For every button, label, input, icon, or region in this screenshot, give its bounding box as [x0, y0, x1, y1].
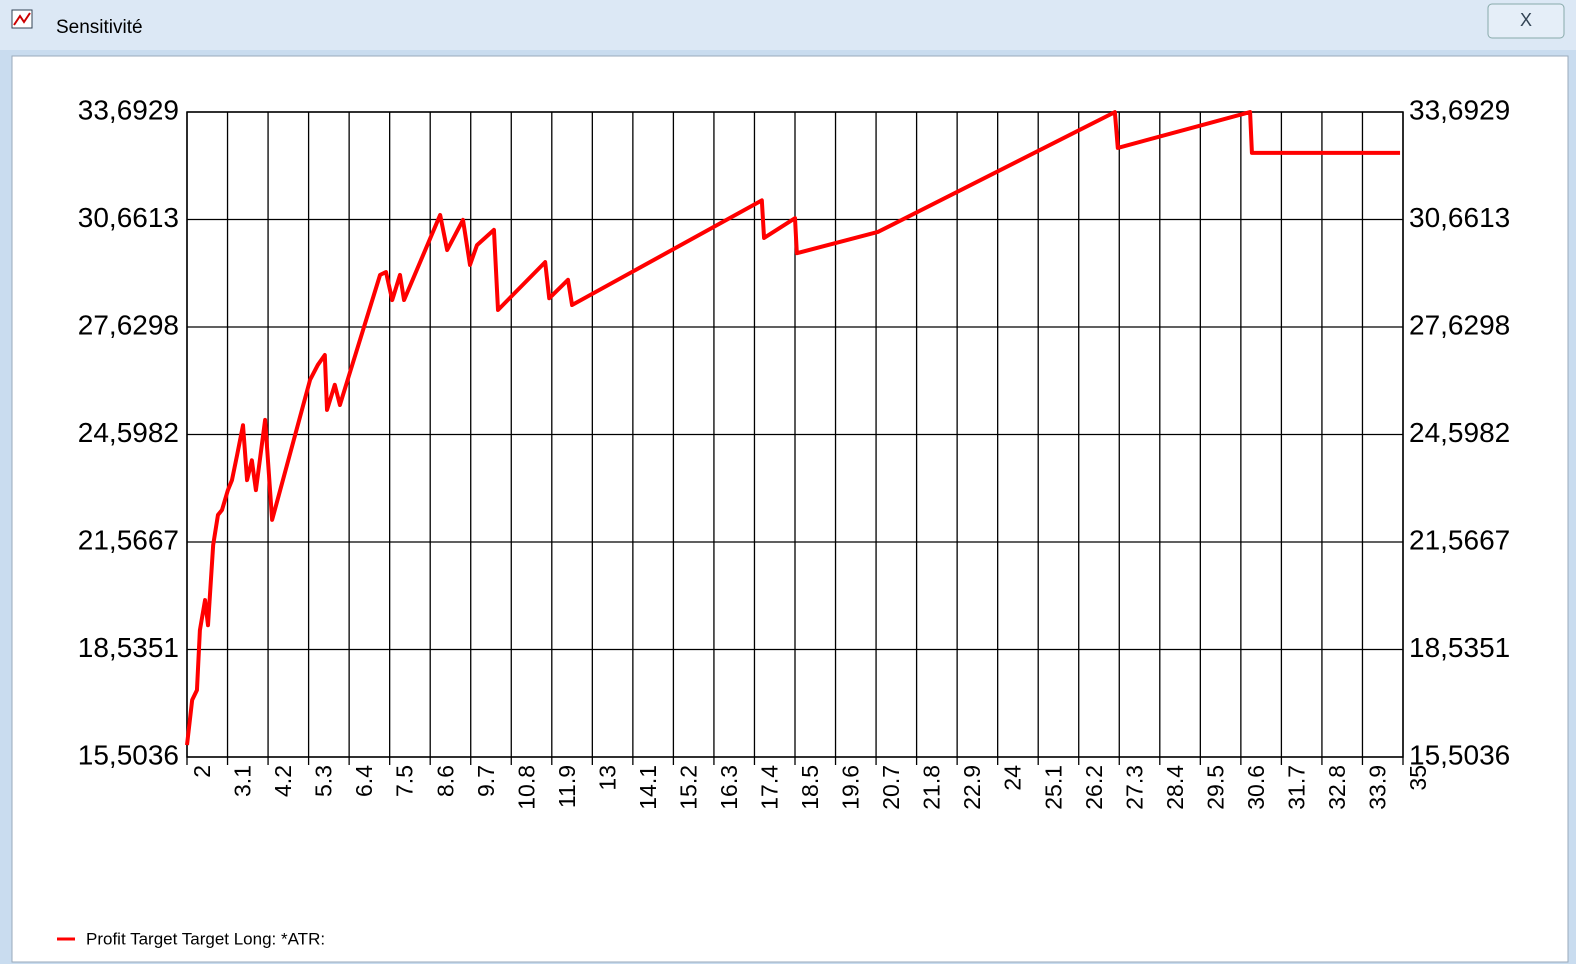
x-tick-label: 30.6 [1243, 765, 1269, 810]
y2-tick-label: 21,5667 [1409, 524, 1510, 555]
title-bar [0, 0, 1576, 50]
chart-panel [11, 55, 1569, 963]
line-series [185, 110, 1401, 746]
x-tick-label: 2 [189, 765, 215, 778]
y2-tick-label: 33,6929 [1409, 94, 1510, 125]
x-tick-label: 7.5 [392, 765, 418, 797]
x-tick-label: 10.8 [513, 765, 539, 810]
plot-frame [186, 111, 1404, 758]
y-tick-label: 30,6613 [78, 202, 179, 233]
y-tick-label: 24,5982 [78, 417, 179, 448]
x-tick-label: 15.2 [675, 765, 701, 810]
x-tick-label: 27.3 [1121, 765, 1147, 810]
y2-tick-label: 18,5351 [1409, 632, 1510, 663]
y-tick-label: 27,6298 [78, 309, 179, 340]
x-tick-label: 25.1 [1040, 765, 1066, 810]
x-tick-label: 20.7 [878, 765, 904, 810]
x-tick-label: 32.8 [1324, 765, 1350, 810]
y-tick-label: 33,6929 [78, 94, 179, 125]
close-glyph: X [1520, 10, 1532, 30]
x-tick-label: 14.1 [635, 765, 661, 810]
x-tick-label: 26.2 [1081, 765, 1107, 810]
x-tick-label: 16.3 [716, 765, 742, 810]
x-tick-label: 4.2 [270, 765, 296, 797]
y2-tick-label: 15,5036 [1409, 739, 1510, 770]
x-tick-label: 17.4 [757, 765, 783, 810]
x-tick-label: 31.7 [1283, 765, 1309, 810]
y-tick-label: 18,5351 [78, 632, 179, 663]
x-tick-label: 13 [594, 765, 620, 791]
y-tick-label: 15,5036 [78, 739, 179, 770]
x-tick-label: 3.1 [230, 765, 256, 797]
window-title: Sensitivité [56, 17, 143, 38]
icon-glyph [13, 12, 31, 26]
x-tick-label: 33.9 [1365, 765, 1391, 810]
x-tick-label: 11.9 [554, 765, 580, 808]
x-tick-label: 5.3 [311, 765, 337, 797]
x-tick-label: 19.6 [838, 765, 864, 810]
x-tick-label: 18.5 [797, 765, 823, 810]
x-tick-label: 24 [1000, 765, 1026, 791]
x-tick-label: 6.4 [351, 765, 377, 797]
x-tick-label: 8.6 [432, 765, 458, 797]
legend-label: Profit Target Target Long: *ATR: [86, 929, 325, 948]
x-tick-label: 9.7 [473, 765, 499, 797]
y-tick-label: 21,5667 [78, 524, 179, 555]
y2-tick-label: 24,5982 [1409, 417, 1510, 448]
x-tick-label: 21.8 [919, 765, 945, 810]
x-tick-label: 35 [1405, 765, 1431, 791]
x-tick-label: 28.4 [1162, 765, 1188, 810]
x-tick-label: 22.9 [959, 765, 985, 810]
x-tick-label: 29.5 [1202, 765, 1228, 810]
close-button[interactable] [1487, 3, 1565, 39]
y2-tick-label: 27,6298 [1409, 309, 1510, 340]
y2-tick-label: 30,6613 [1409, 202, 1510, 233]
